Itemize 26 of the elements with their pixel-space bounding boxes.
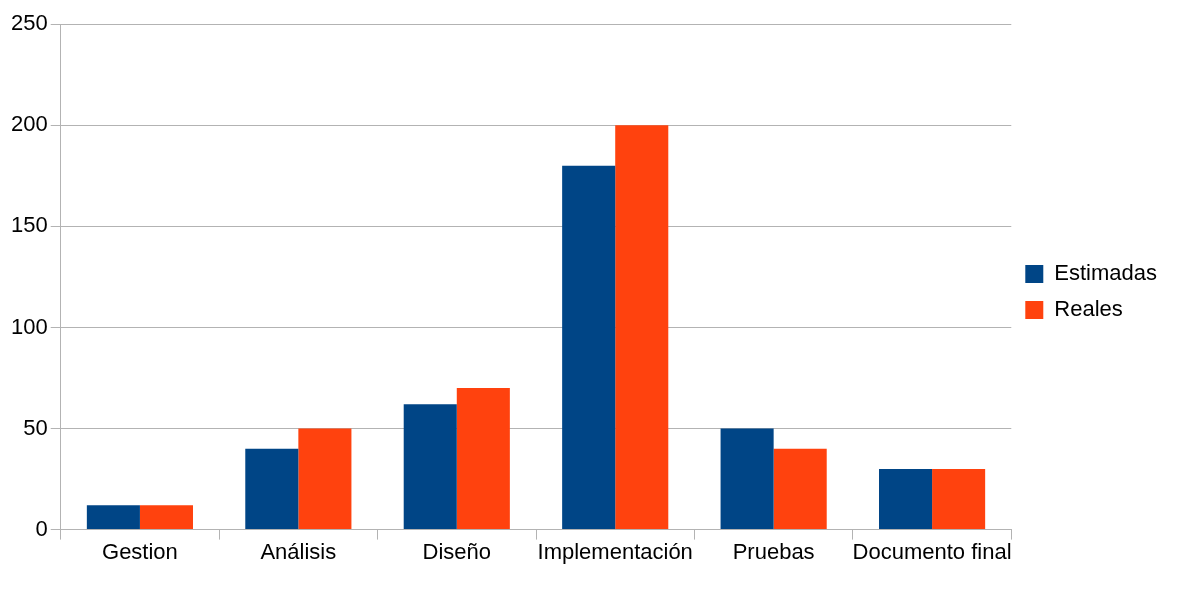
x-tick-label: Diseño	[422, 538, 492, 564]
y-tick-label: 150	[10, 212, 48, 238]
legend-label: Reales	[1054, 296, 1123, 322]
y-tick-label: 50	[23, 414, 48, 440]
bar	[879, 468, 933, 530]
legend-label: Estimadas	[1054, 260, 1158, 286]
x-tick-label: Pruebas	[732, 538, 815, 564]
x-tick-label: Documento final	[852, 538, 1012, 564]
y-tick-label: 100	[10, 313, 48, 339]
bar	[298, 428, 352, 530]
x-tick-label: Gestion	[102, 538, 178, 564]
bar	[932, 468, 986, 530]
x-tick-label: Implementación	[537, 538, 693, 564]
bar	[403, 404, 457, 530]
bar	[615, 125, 669, 530]
bar	[562, 165, 616, 530]
bar	[456, 388, 510, 530]
bar	[773, 448, 827, 530]
y-tick-label: 200	[10, 111, 48, 137]
y-tick-label: 250	[10, 10, 48, 36]
bar	[720, 428, 774, 530]
bar	[86, 505, 140, 530]
y-tick-label: 0	[35, 515, 48, 541]
x-tick-label: Análisis	[260, 538, 337, 564]
bar	[245, 448, 299, 530]
bar	[139, 505, 193, 530]
